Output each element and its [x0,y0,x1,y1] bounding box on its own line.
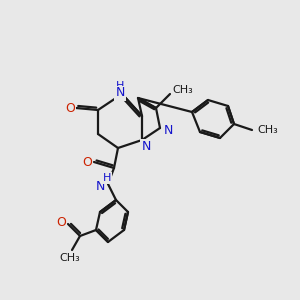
Text: CH₃: CH₃ [172,85,193,95]
Text: N: N [115,86,125,100]
Text: O: O [56,217,66,230]
Text: N: N [95,179,105,193]
Text: O: O [82,155,92,169]
Text: CH₃: CH₃ [60,253,80,263]
Text: H: H [103,173,111,183]
Text: CH₃: CH₃ [257,125,278,135]
Text: N: N [163,124,173,136]
Text: N: N [141,140,151,152]
Text: O: O [65,101,75,115]
Text: H: H [116,81,124,91]
